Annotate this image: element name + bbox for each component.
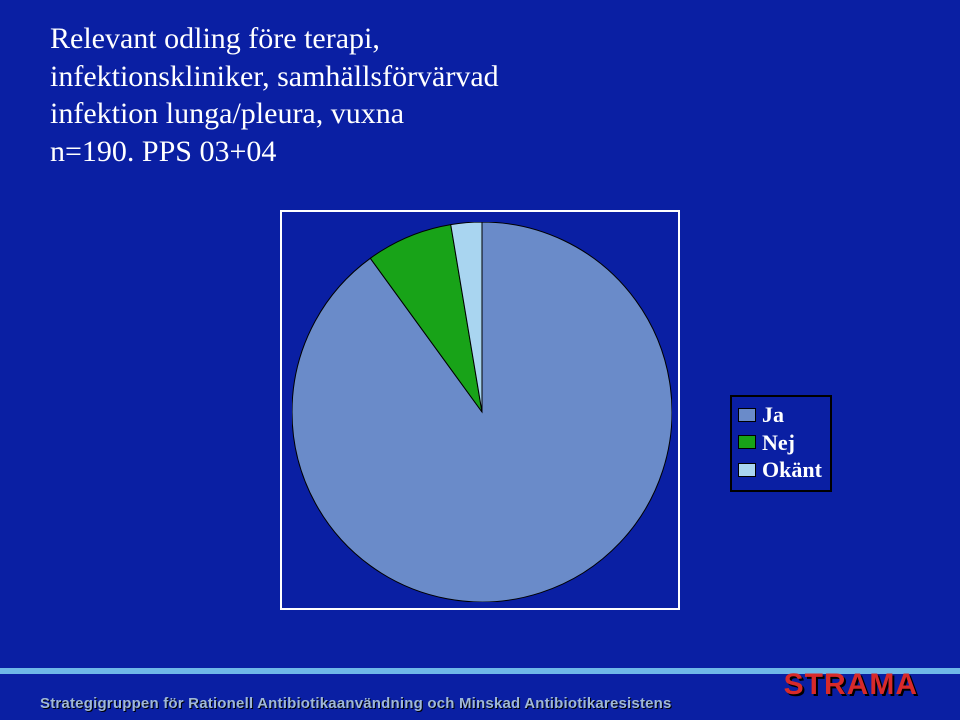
slide-title: Relevant odling före terapi, infektionsk…	[50, 20, 750, 170]
legend-item: Ja	[738, 401, 822, 429]
legend-label: Okänt	[762, 456, 822, 484]
slide: Relevant odling före terapi, infektionsk…	[0, 0, 960, 720]
legend-swatch-ja	[738, 408, 756, 422]
title-line: Relevant odling före terapi,	[50, 20, 750, 58]
title-line: infektion lunga/pleura, vuxna	[50, 95, 750, 133]
legend-swatch-nej	[738, 435, 756, 449]
pie-chart-box	[280, 210, 680, 610]
title-line: infektionskliniker, samhällsförvärvad	[50, 58, 750, 96]
title-line: n=190. PPS 03+04	[50, 133, 750, 171]
slide-footer: STRAMA Strategigruppen för Rationell Ant…	[0, 668, 960, 720]
legend-item: Nej	[738, 429, 822, 457]
legend-label: Nej	[762, 429, 795, 457]
footer-subtitle: Strategigruppen för Rationell Antibiotik…	[40, 695, 672, 712]
legend-label: Ja	[762, 401, 784, 429]
legend-swatch-okant	[738, 463, 756, 477]
legend: Ja Nej Okänt	[730, 395, 832, 492]
legend-item: Okänt	[738, 456, 822, 484]
strama-logo: STRAMA	[784, 668, 918, 702]
pie-chart	[292, 222, 672, 602]
